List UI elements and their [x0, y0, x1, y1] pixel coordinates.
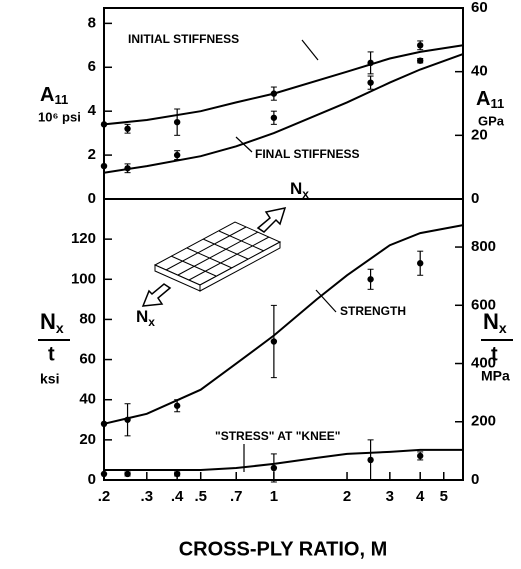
- data-point: [173, 151, 181, 159]
- data-point: [417, 452, 424, 460]
- inset-label: Nx: [136, 307, 155, 329]
- y-tick-label: 20: [79, 431, 96, 448]
- y2-axis-label: A11: [476, 88, 504, 111]
- y2-label-num: N: [483, 309, 499, 334]
- y-label-den: t: [48, 343, 55, 365]
- curve: [103, 224, 464, 425]
- y2-tick-label: 0: [471, 471, 479, 488]
- y2-tick-label: 200: [471, 413, 496, 430]
- data-point: [417, 260, 424, 267]
- x-tick-label: 4: [416, 488, 425, 505]
- inset-plate: [141, 207, 287, 307]
- leader-line: [301, 39, 319, 61]
- y2-label-sub: 11: [490, 96, 504, 111]
- y2-tick-label: 0: [471, 190, 479, 207]
- data-point: [100, 162, 108, 170]
- inset-label: Nx: [290, 179, 309, 201]
- y2-tick-label: 800: [471, 238, 496, 255]
- inset-label-main: N: [136, 307, 148, 326]
- y-axis-units: ksi: [40, 371, 59, 387]
- y2-tick-label: 60: [471, 0, 488, 16]
- y-tick-label: 4: [88, 102, 97, 119]
- y2-label-den: t: [491, 343, 498, 365]
- data-point: [124, 470, 131, 478]
- y-tick-label: 2: [88, 146, 96, 163]
- x-tick-label: 2: [343, 488, 351, 505]
- annotation: "STRESS" AT "KNEE": [215, 429, 340, 443]
- data-point: [367, 276, 374, 283]
- y2-tick-label: 40: [471, 63, 488, 80]
- x-axis-label: CROSS-PLY RATIO, M: [179, 538, 388, 560]
- y-tick-label: 100: [71, 270, 96, 287]
- y-tick-label: 60: [79, 351, 96, 368]
- y-tick-label: 8: [88, 14, 96, 31]
- x-tick-label: .5: [194, 488, 207, 505]
- data-point: [367, 456, 374, 464]
- x-tick-label: 3: [386, 488, 394, 505]
- leader-line: [315, 289, 337, 313]
- annotation: INITIAL STIFFNESS: [128, 32, 239, 46]
- y-axis-units: 10⁶ psi: [38, 109, 81, 124]
- inset-label-sub: x: [148, 315, 155, 329]
- y2-tick-label: 400: [471, 354, 496, 371]
- data-point: [270, 114, 278, 121]
- y-tick-label: 80: [79, 310, 96, 327]
- x-tick-label: .3: [141, 488, 154, 505]
- data-point: [417, 57, 424, 64]
- leader-line: [235, 136, 253, 153]
- data-point: [124, 416, 131, 423]
- y-tick-label: 0: [88, 190, 96, 207]
- y-tick-label: 40: [79, 391, 96, 408]
- data-point: [100, 121, 108, 128]
- data-point: [100, 420, 108, 427]
- data-point: [124, 125, 131, 132]
- data-point: [270, 90, 278, 97]
- y-tick-label: 6: [88, 58, 96, 75]
- data-point: [100, 470, 108, 478]
- data-point: [417, 42, 424, 49]
- x-tick-label: .7: [230, 488, 243, 505]
- y-label-num-sub: x: [56, 320, 64, 336]
- annotation: STRENGTH: [340, 304, 406, 318]
- y-label-sub: 11: [54, 92, 68, 107]
- data-point: [173, 402, 181, 409]
- data-point: [173, 118, 181, 126]
- curve: [103, 53, 464, 174]
- plot-frame: [103, 7, 464, 481]
- x-tick-label: .2: [98, 488, 111, 505]
- y2-label-symbol: A: [476, 88, 490, 110]
- y2-tick-label: 600: [471, 296, 496, 313]
- y-axis-label: Nx: [40, 309, 64, 336]
- x-tick-label: 1: [270, 488, 278, 505]
- data-point: [124, 165, 131, 172]
- y-tick-label: 120: [71, 230, 96, 247]
- curve: [104, 448, 463, 471]
- inset-label-sub: x: [302, 187, 309, 201]
- y2-axis-label: Nx: [483, 309, 507, 336]
- y2-axis-units: GPa: [478, 113, 505, 128]
- y2-label-num-sub: x: [499, 320, 507, 336]
- y-label-symbol: A: [40, 84, 54, 106]
- data-point: [367, 59, 374, 67]
- inset-label-main: N: [290, 179, 302, 198]
- x-tick-label: 5: [440, 488, 448, 505]
- y2-tick-label: 20: [471, 126, 488, 143]
- data-point: [270, 338, 278, 345]
- y-axis-label: A11: [40, 84, 68, 107]
- y-tick-label: 0: [88, 471, 96, 488]
- x-tick-label: .4: [171, 488, 184, 505]
- y2-axis-units: MPa: [481, 368, 510, 384]
- data-point: [173, 470, 181, 478]
- y-label-num: N: [40, 309, 56, 334]
- data-point: [270, 464, 278, 472]
- annotation: FINAL STIFFNESS: [255, 147, 359, 161]
- data-point: [367, 79, 374, 86]
